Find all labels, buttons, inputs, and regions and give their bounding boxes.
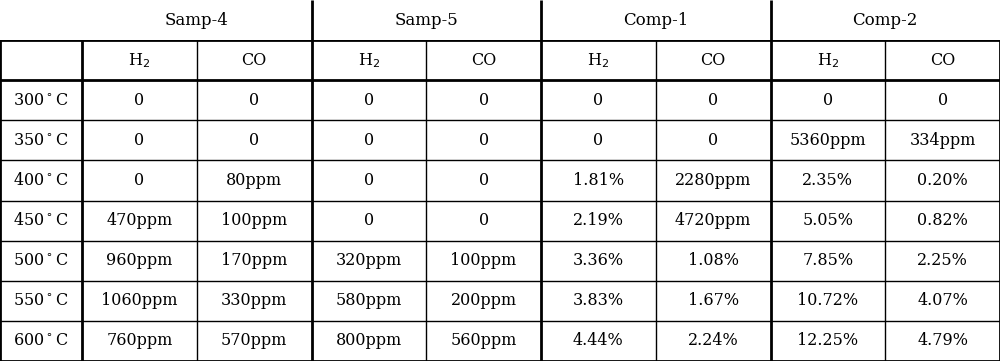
Text: CO: CO xyxy=(700,52,726,69)
Text: 500$^\circ$C: 500$^\circ$C xyxy=(13,252,69,269)
Text: 100ppm: 100ppm xyxy=(221,212,287,229)
Text: 10.72%: 10.72% xyxy=(797,292,858,309)
Text: 550$^\circ$C: 550$^\circ$C xyxy=(13,292,69,309)
Text: 2.35%: 2.35% xyxy=(802,172,853,189)
Text: 2.24%: 2.24% xyxy=(688,332,738,349)
Text: 450$^\circ$C: 450$^\circ$C xyxy=(13,212,69,229)
Text: 0: 0 xyxy=(479,132,489,149)
Bar xyxy=(312,0,541,40)
Text: 80ppm: 80ppm xyxy=(226,172,282,189)
Text: 0: 0 xyxy=(364,92,374,109)
Text: 0: 0 xyxy=(479,92,489,109)
Text: 5.05%: 5.05% xyxy=(802,212,853,229)
Text: 320ppm: 320ppm xyxy=(336,252,402,269)
Text: 170ppm: 170ppm xyxy=(221,252,287,269)
Text: 960ppm: 960ppm xyxy=(106,252,173,269)
Text: 300$^\circ$C: 300$^\circ$C xyxy=(13,92,69,109)
Text: 1.81%: 1.81% xyxy=(573,172,624,189)
Text: 0: 0 xyxy=(708,132,718,149)
Text: 570ppm: 570ppm xyxy=(221,332,287,349)
Text: Comp-2: Comp-2 xyxy=(853,12,918,29)
Text: 1.67%: 1.67% xyxy=(688,292,739,309)
Text: 1060ppm: 1060ppm xyxy=(101,292,178,309)
Text: 600$^\circ$C: 600$^\circ$C xyxy=(13,332,69,349)
Text: 2280ppm: 2280ppm xyxy=(675,172,751,189)
Text: CO: CO xyxy=(471,52,496,69)
Text: 0.82%: 0.82% xyxy=(917,212,968,229)
Text: 0: 0 xyxy=(249,132,259,149)
Text: CO: CO xyxy=(242,52,267,69)
Text: 12.25%: 12.25% xyxy=(797,332,858,349)
Text: 3.36%: 3.36% xyxy=(573,252,624,269)
Text: 0: 0 xyxy=(479,212,489,229)
Text: 470ppm: 470ppm xyxy=(106,212,173,229)
Text: Samp-4: Samp-4 xyxy=(165,12,229,29)
Text: 334ppm: 334ppm xyxy=(909,132,976,149)
Text: 800ppm: 800ppm xyxy=(336,332,402,349)
Text: CO: CO xyxy=(930,52,955,69)
Text: 330ppm: 330ppm xyxy=(221,292,287,309)
Text: H$_2$: H$_2$ xyxy=(358,51,380,70)
Text: 0: 0 xyxy=(134,92,144,109)
Text: 100ppm: 100ppm xyxy=(450,252,517,269)
Text: Comp-1: Comp-1 xyxy=(623,12,688,29)
Text: 4.79%: 4.79% xyxy=(917,332,968,349)
Text: 1.08%: 1.08% xyxy=(688,252,739,269)
Text: 0: 0 xyxy=(134,132,144,149)
Text: 4.07%: 4.07% xyxy=(917,292,968,309)
Text: 400$^\circ$C: 400$^\circ$C xyxy=(13,172,69,189)
Text: Samp-5: Samp-5 xyxy=(394,12,458,29)
Text: 580ppm: 580ppm xyxy=(336,292,402,309)
Text: 0: 0 xyxy=(364,212,374,229)
Text: 5360ppm: 5360ppm xyxy=(790,132,866,149)
Text: 350$^\circ$C: 350$^\circ$C xyxy=(13,132,69,149)
Text: 0: 0 xyxy=(823,92,833,109)
Text: 3.83%: 3.83% xyxy=(573,292,624,309)
Text: 2.25%: 2.25% xyxy=(917,252,968,269)
Text: 0: 0 xyxy=(134,172,144,189)
Bar xyxy=(770,0,1000,40)
Text: 4.44%: 4.44% xyxy=(573,332,624,349)
Text: 7.85%: 7.85% xyxy=(802,252,853,269)
Text: 0.20%: 0.20% xyxy=(917,172,968,189)
Text: 0: 0 xyxy=(364,172,374,189)
Text: 0: 0 xyxy=(593,132,603,149)
Text: H$_2$: H$_2$ xyxy=(128,51,150,70)
Text: 0: 0 xyxy=(364,132,374,149)
Text: 200ppm: 200ppm xyxy=(451,292,517,309)
Text: 0: 0 xyxy=(249,92,259,109)
Bar xyxy=(82,0,312,40)
Text: 560ppm: 560ppm xyxy=(450,332,517,349)
Text: 2.19%: 2.19% xyxy=(573,212,624,229)
Bar xyxy=(541,0,770,40)
Text: H$_2$: H$_2$ xyxy=(587,51,609,70)
Text: 760ppm: 760ppm xyxy=(106,332,173,349)
Text: 0: 0 xyxy=(479,172,489,189)
Text: H$_2$: H$_2$ xyxy=(817,51,839,70)
Bar xyxy=(0,0,82,40)
Text: 4720ppm: 4720ppm xyxy=(675,212,751,229)
Text: 0: 0 xyxy=(593,92,603,109)
Text: 0: 0 xyxy=(938,92,948,109)
Text: 0: 0 xyxy=(708,92,718,109)
